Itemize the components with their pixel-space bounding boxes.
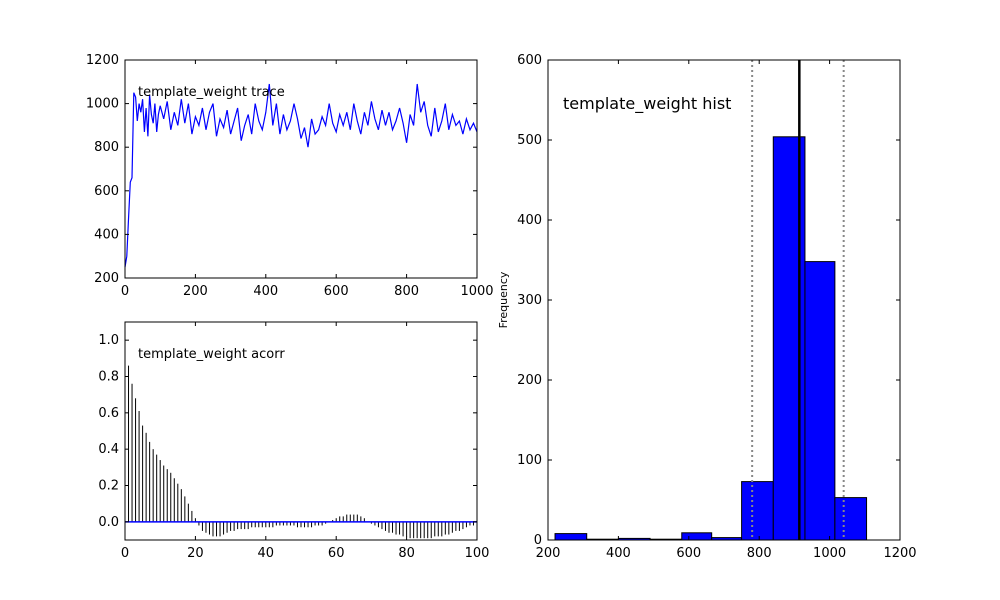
trace-y-ticks: 200 400 600 800 1000 1200	[86, 53, 477, 286]
trace-x-tick-label: 400	[253, 284, 278, 299]
trace-x-tick-label: 200	[183, 284, 208, 299]
hist-x-tick-label: 200	[536, 546, 561, 561]
acorr-y-tick-label: 1.0	[98, 333, 119, 348]
hist-y-tick-label: 0	[534, 533, 542, 548]
trace-y-tick-label: 200	[94, 271, 119, 286]
hist-bar	[741, 481, 774, 541]
acorr-x-tick-label: 40	[258, 546, 275, 561]
acorr-title: template_weight acorr	[138, 347, 285, 362]
hist-x-tick-label: 600	[676, 546, 701, 561]
trace-y-tick-label: 1200	[86, 53, 119, 68]
trace-y-tick-label: 1000	[86, 97, 119, 112]
hist-bar	[554, 533, 588, 541]
hist-y-tick-label: 300	[517, 293, 542, 308]
hist-y-ticks: 0 100 200 300 400 500 600	[517, 53, 900, 548]
acorr-axes-frame	[124, 321, 478, 541]
hist-panel: 200 400 600 800 1000 1200 0 100 200 300 400 500 600…	[497, 53, 917, 561]
hist-y-axis-label: Frequency	[497, 271, 510, 328]
hist-x-tick-label: 1200	[883, 546, 916, 561]
acorr-x-tick-label: 0	[121, 546, 129, 561]
hist-x-ticks: 200 400 600 800 1000 1200	[536, 60, 917, 561]
trace-x-tick-label: 600	[324, 284, 349, 299]
hist-reference-lines	[751, 60, 845, 540]
hist-bar	[804, 261, 836, 541]
trace-x-tick-label: 1000	[460, 284, 493, 299]
hist-y-tick-label: 500	[517, 133, 542, 148]
trace-series-line	[124, 83, 478, 268]
acorr-bars	[128, 365, 474, 539]
hist-y-tick-label: 600	[517, 53, 542, 68]
trace-x-tick-label: 800	[394, 284, 419, 299]
hist-bar	[834, 497, 868, 541]
acorr-y-tick-label: 0.4	[98, 442, 119, 457]
hist-y-tick-label: 100	[517, 453, 542, 468]
acorr-y-tick-label: 0.2	[98, 479, 119, 494]
hist-y-tick-label: 400	[517, 213, 542, 228]
hist-title: template_weight hist	[563, 94, 731, 114]
acorr-y-ticks: 0.0 0.2 0.4 0.6 0.8 1.0	[98, 333, 477, 530]
hist-bar	[681, 532, 713, 541]
acorr-x-ticks: 0 20 40 60 80 100	[121, 322, 490, 561]
acorr-x-tick-label: 100	[465, 546, 490, 561]
acorr-y-tick-label: 0.6	[98, 406, 119, 421]
acorr-x-tick-label: 20	[187, 546, 204, 561]
trace-title: template_weight trace	[138, 85, 285, 100]
hist-x-tick-label: 800	[747, 546, 772, 561]
trace-axes-frame	[124, 59, 478, 279]
hist-x-tick-label: 400	[606, 546, 631, 561]
trace-y-tick-label: 400	[94, 227, 119, 242]
hist-x-tick-label: 1000	[813, 546, 846, 561]
acorr-y-tick-label: 0.8	[98, 370, 119, 385]
trace-x-ticks: 0 200 400 600 800 1000	[121, 60, 494, 299]
hist-y-tick-label: 200	[517, 373, 542, 388]
trace-y-tick-label: 800	[94, 140, 119, 155]
trace-y-tick-label: 600	[94, 184, 119, 199]
acorr-panel: 0 20 40 60 80 100 0.0 0.2 0.4 0.6 0.8 1.0 template…	[98, 321, 490, 561]
trace-x-tick-label: 0	[121, 284, 129, 299]
acorr-y-tick-label: 0.0	[98, 515, 119, 530]
acorr-x-tick-label: 80	[398, 546, 415, 561]
acorr-x-tick-label: 60	[328, 546, 345, 561]
